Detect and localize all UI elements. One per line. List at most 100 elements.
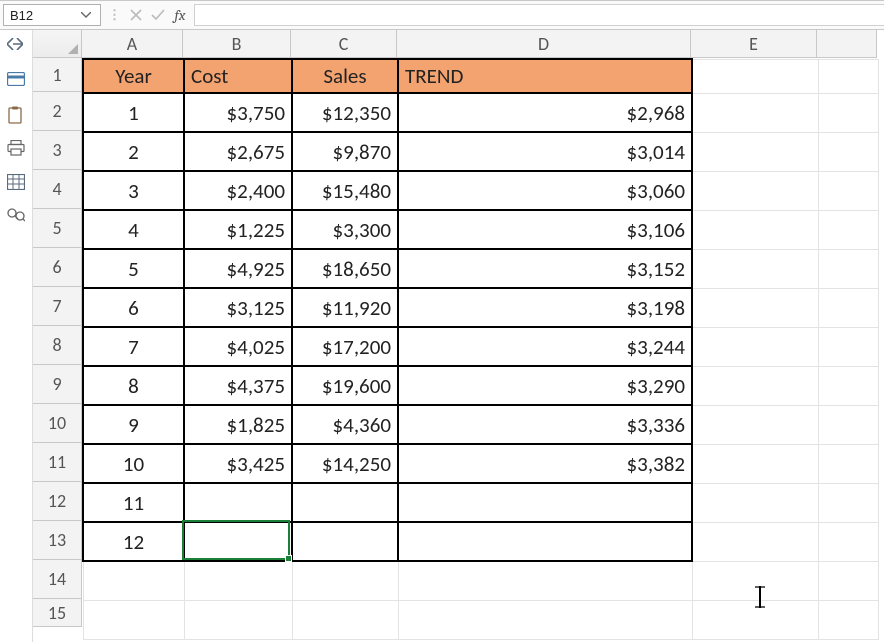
cell[interactable] <box>692 210 818 249</box>
cell[interactable] <box>818 327 878 366</box>
cell[interactable]: 4 <box>83 210 184 249</box>
cell[interactable] <box>818 600 878 639</box>
row-header[interactable]: 2 <box>33 92 82 131</box>
cell[interactable] <box>184 561 292 600</box>
cell[interactable]: $1,825 <box>184 405 292 444</box>
cell[interactable]: $3,750 <box>184 93 292 132</box>
formula-input[interactable] <box>194 4 884 26</box>
cell[interactable]: $3,290 <box>398 366 692 405</box>
cell[interactable]: 11 <box>83 483 184 522</box>
cell[interactable] <box>184 522 292 561</box>
cell[interactable] <box>818 366 878 405</box>
cell[interactable]: $2,675 <box>184 132 292 171</box>
cell[interactable] <box>292 561 398 600</box>
cell[interactable] <box>692 366 818 405</box>
col-header-D[interactable]: D <box>397 30 691 58</box>
cell[interactable] <box>818 483 878 522</box>
cell[interactable]: 9 <box>83 405 184 444</box>
cell[interactable]: $4,375 <box>184 366 292 405</box>
cell[interactable] <box>818 210 878 249</box>
cell[interactable]: 3 <box>83 171 184 210</box>
col-header-F[interactable] <box>817 30 877 58</box>
cell[interactable] <box>692 522 818 561</box>
row-header[interactable]: 5 <box>33 209 82 248</box>
cell[interactable]: $3,125 <box>184 288 292 327</box>
cell[interactable] <box>818 59 878 93</box>
table-icon[interactable] <box>7 174 25 192</box>
cell[interactable]: $4,925 <box>184 249 292 288</box>
worksheet[interactable]: A B C D E 1 2 3 4 5 6 7 8 9 10 <box>33 30 884 642</box>
cell[interactable] <box>692 483 818 522</box>
cell[interactable] <box>692 405 818 444</box>
cell[interactable]: $15,480 <box>292 171 398 210</box>
cell[interactable] <box>692 171 818 210</box>
cell[interactable]: $14,250 <box>292 444 398 483</box>
cell[interactable] <box>818 132 878 171</box>
cell[interactable] <box>818 444 878 483</box>
cell[interactable] <box>692 249 818 288</box>
row-header[interactable]: 4 <box>33 170 82 209</box>
row-header[interactable]: 14 <box>33 560 82 599</box>
cell[interactable] <box>184 600 292 639</box>
enter-formula-button[interactable] <box>148 5 168 25</box>
cell[interactable]: $1,225 <box>184 210 292 249</box>
cell[interactable]: $3,152 <box>398 249 692 288</box>
cell[interactable] <box>398 561 692 600</box>
cell[interactable]: $3,425 <box>184 444 292 483</box>
cell[interactable]: $3,198 <box>398 288 692 327</box>
cell[interactable] <box>818 288 878 327</box>
cell[interactable] <box>692 327 818 366</box>
cell[interactable]: 6 <box>83 288 184 327</box>
cell[interactable]: $3,014 <box>398 132 692 171</box>
insert-function-button[interactable]: fx <box>170 5 190 25</box>
row-header[interactable]: 13 <box>33 521 82 560</box>
row-header[interactable]: 3 <box>33 131 82 170</box>
row-header[interactable]: 1 <box>33 58 82 92</box>
cell[interactable]: $19,600 <box>292 366 398 405</box>
cell[interactable]: $3,382 <box>398 444 692 483</box>
cell[interactable]: Year <box>83 59 184 93</box>
cell[interactable] <box>83 600 184 639</box>
cell[interactable]: $2,968 <box>398 93 692 132</box>
cell[interactable]: 7 <box>83 327 184 366</box>
cell[interactable]: 2 <box>83 132 184 171</box>
cell[interactable]: 8 <box>83 366 184 405</box>
cells-area[interactable]: Year Cost Sales TREND 1 $3,750 $12,350 $… <box>82 58 879 640</box>
cell[interactable]: $17,200 <box>292 327 398 366</box>
cell[interactable] <box>818 93 878 132</box>
cell[interactable]: $3,336 <box>398 405 692 444</box>
print-icon[interactable] <box>7 140 25 158</box>
cell[interactable]: Sales <box>292 59 398 93</box>
cell[interactable]: 10 <box>83 444 184 483</box>
card-icon[interactable] <box>7 72 25 90</box>
cell[interactable] <box>692 444 818 483</box>
cell[interactable]: 5 <box>83 249 184 288</box>
cell[interactable]: 1 <box>83 93 184 132</box>
paste-icon[interactable] <box>7 106 25 124</box>
cell[interactable]: $4,360 <box>292 405 398 444</box>
cell[interactable]: TREND <box>398 59 692 93</box>
cell[interactable] <box>83 561 184 600</box>
cell[interactable] <box>692 59 818 93</box>
cell[interactable] <box>398 483 692 522</box>
find-icon[interactable] <box>7 208 25 226</box>
cell[interactable] <box>292 522 398 561</box>
name-box[interactable]: B12 <box>3 4 101 26</box>
cell[interactable] <box>692 132 818 171</box>
cell[interactable] <box>292 483 398 522</box>
row-header[interactable]: 10 <box>33 404 82 443</box>
cancel-formula-button[interactable] <box>126 5 146 25</box>
cell[interactable] <box>818 561 878 600</box>
row-header[interactable]: 7 <box>33 287 82 326</box>
expand-rail-icon[interactable] <box>7 38 25 56</box>
cell[interactable] <box>692 93 818 132</box>
cell[interactable] <box>692 288 818 327</box>
select-all-corner[interactable] <box>33 30 82 58</box>
cell[interactable] <box>818 249 878 288</box>
cell[interactable] <box>184 483 292 522</box>
row-header[interactable]: 12 <box>33 482 82 521</box>
cell[interactable]: $4,025 <box>184 327 292 366</box>
row-header[interactable]: 6 <box>33 248 82 287</box>
cell[interactable]: $3,300 <box>292 210 398 249</box>
row-header[interactable]: 9 <box>33 365 82 404</box>
